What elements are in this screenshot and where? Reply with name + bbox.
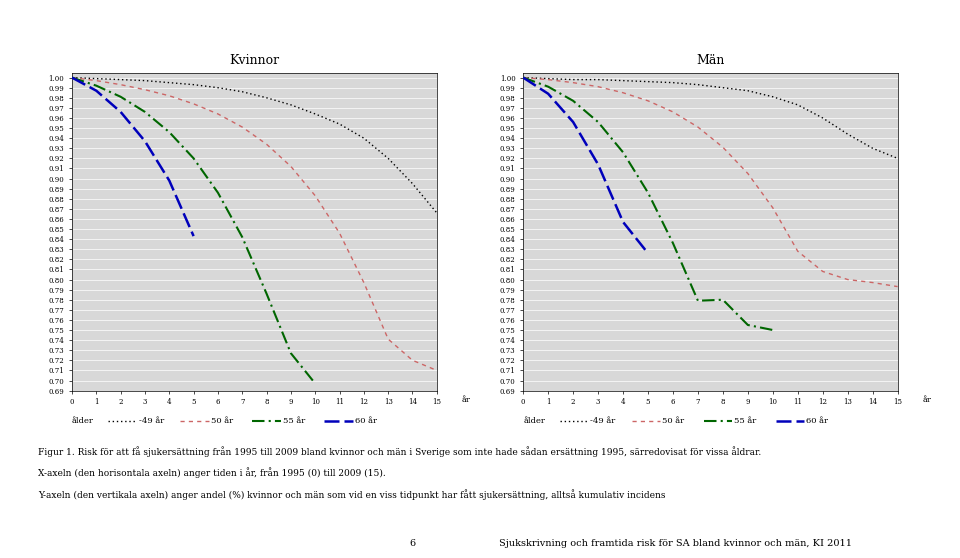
Text: år: år xyxy=(462,396,470,403)
Text: 55 år: 55 år xyxy=(283,417,305,425)
Text: 55 år: 55 år xyxy=(734,417,756,425)
Title: Kvinnor: Kvinnor xyxy=(229,54,279,67)
Title: Män: Män xyxy=(696,54,725,67)
Text: ålder: ålder xyxy=(523,417,545,425)
Text: 50 år: 50 år xyxy=(211,417,233,425)
Text: Y-axeln (den vertikala axeln) anger andel (%) kvinnor och män som vid en viss ti: Y-axeln (den vertikala axeln) anger ande… xyxy=(38,489,666,499)
Text: -49 år: -49 år xyxy=(590,417,615,425)
Text: Figur 1. Risk för att få sjukersättning från 1995 till 2009 bland kvinnor och mä: Figur 1. Risk för att få sjukersättning … xyxy=(38,446,761,457)
Text: 60 år: 60 år xyxy=(806,417,828,425)
Text: X-axeln (den horisontala axeln) anger tiden i år, från 1995 (0) till 2009 (15).: X-axeln (den horisontala axeln) anger ti… xyxy=(38,468,386,478)
Text: -49 år: -49 år xyxy=(139,417,164,425)
Text: 50 år: 50 år xyxy=(662,417,684,425)
Text: 6: 6 xyxy=(410,539,416,548)
Text: 60 år: 60 år xyxy=(355,417,377,425)
Text: Sjukskrivning och framtida risk för SA bland kvinnor och män, KI 2011: Sjukskrivning och framtida risk för SA b… xyxy=(499,539,852,548)
Text: ålder: ålder xyxy=(72,417,94,425)
Text: år: år xyxy=(923,396,931,403)
